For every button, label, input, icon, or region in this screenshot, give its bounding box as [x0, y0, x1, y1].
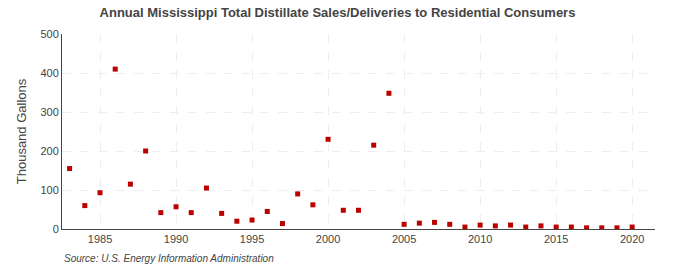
svg-text:Thousand Gallons: Thousand Gallons: [14, 78, 29, 184]
svg-text:200: 200: [40, 145, 58, 157]
svg-text:300: 300: [40, 106, 58, 118]
svg-text:Source: U.S. Energy Informatio: Source: U.S. Energy Information Administ…: [64, 253, 274, 264]
svg-text:0: 0: [53, 223, 59, 235]
svg-text:2020: 2020: [620, 233, 644, 245]
svg-text:1985: 1985: [88, 233, 112, 245]
svg-text:Annual Mississippi Total Disti: Annual Mississippi Total Distillate Sale…: [100, 5, 576, 20]
svg-text:2010: 2010: [468, 233, 492, 245]
svg-text:500: 500: [40, 28, 58, 40]
svg-text:2005: 2005: [392, 233, 416, 245]
svg-text:2015: 2015: [544, 233, 568, 245]
svg-text:100: 100: [40, 184, 58, 196]
svg-text:400: 400: [40, 67, 58, 79]
svg-text:2000: 2000: [316, 233, 340, 245]
svg-text:1995: 1995: [240, 233, 264, 245]
svg-text:1990: 1990: [164, 233, 188, 245]
